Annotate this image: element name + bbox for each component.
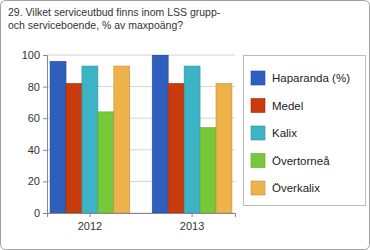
y-axis-line	[43, 56, 48, 214]
y-tick: 20	[28, 175, 47, 187]
bar	[216, 83, 232, 213]
legend-label: Kalix	[272, 127, 297, 139]
y-tick: 0	[34, 207, 47, 219]
bar	[114, 66, 130, 213]
plot: 0 20 40 60 80 100 2012 2013	[22, 49, 236, 232]
y-tick-label: 80	[28, 81, 40, 93]
y-tick-label: 60	[28, 112, 40, 124]
y-tick: 80	[28, 81, 47, 93]
legend-swatch	[251, 99, 265, 113]
y-tick-mark	[43, 150, 47, 151]
bar	[200, 128, 216, 213]
y-tick-mark	[43, 213, 47, 214]
legend-label: Överkalix	[272, 182, 320, 194]
title-line: och serviceboende, % av maxpoäng?	[8, 19, 183, 31]
y-tick-mark	[43, 87, 47, 88]
x-axis: 2012 2013	[48, 213, 236, 232]
frame	[1, 1, 370, 250]
y-tick-label: 100	[22, 49, 40, 61]
legend: Haparanda (%) Medel Kalix Övertorneå Överkal…	[244, 56, 366, 206]
grid	[47, 55, 235, 213]
bar	[184, 66, 200, 213]
bar	[66, 83, 82, 213]
y-tick-mark	[43, 55, 47, 56]
y-tick: 100	[22, 49, 47, 61]
y-tick-label: 40	[28, 144, 40, 156]
bar	[82, 66, 98, 213]
title-line: 29. Vilket serviceutbud finns inom LSS g…	[8, 6, 221, 18]
bar	[98, 112, 114, 213]
legend-swatch	[251, 126, 265, 140]
x-tick-mark	[192, 213, 193, 217]
y-tick: 60	[28, 112, 47, 124]
x-tick: 2013	[180, 213, 204, 232]
y-tick-label: 20	[28, 175, 40, 187]
legend-label: Medel	[272, 100, 303, 112]
bars	[50, 55, 232, 213]
chart: 29. Vilket serviceutbud finns inom LSS g…	[0, 0, 370, 250]
y-tick-label: 0	[34, 207, 40, 219]
y-axis: 0 20 40 60 80 100	[22, 49, 48, 219]
y-tick-mark	[43, 118, 47, 119]
legend-box	[244, 56, 366, 206]
grid-line	[47, 55, 235, 56]
y-tick-mark	[43, 181, 47, 182]
y-tick: 40	[28, 144, 47, 156]
legend-label: Övertorneå	[272, 155, 330, 167]
x-tick-label: 2013	[180, 220, 204, 232]
legend-swatch	[251, 71, 265, 85]
legend-swatch	[251, 181, 265, 195]
x-axis-line	[48, 214, 236, 218]
legend-label: Haparanda (%)	[272, 72, 350, 84]
title: 29. Vilket serviceutbud finns inom LSS g…	[8, 6, 221, 31]
bar	[168, 83, 184, 213]
legend-swatch	[251, 154, 265, 168]
x-tick-mark	[89, 213, 90, 217]
x-tick-label: 2012	[78, 220, 102, 232]
bar	[50, 61, 66, 213]
bar	[152, 55, 168, 213]
x-tick: 2012	[78, 213, 102, 232]
